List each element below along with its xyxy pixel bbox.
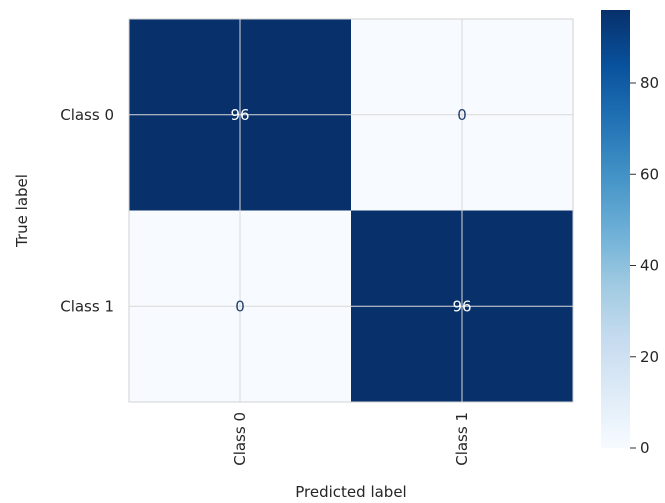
cell-value-r0-c1: 0 (457, 106, 467, 124)
grid-lines (129, 19, 573, 402)
cell-value-r0-c0: 96 (230, 106, 249, 124)
x-axis-label: Predicted label (295, 483, 406, 501)
plot-frame (128, 18, 574, 403)
colorbar-ticks: 0 20 40 60 80 (630, 74, 659, 457)
y-axis-label: True label (13, 174, 31, 248)
x-tick-labels: Class 0 Class 1 (231, 412, 471, 466)
colorbar-tick-label: 60 (640, 165, 659, 183)
cell-value-r1-c1: 96 (452, 297, 471, 315)
colorbar-tick-label: 20 (640, 348, 659, 366)
colorbar-tick-label: 40 (640, 257, 659, 275)
y-tick-label: Class 1 (60, 297, 114, 315)
y-tick-labels: Class 0 Class 1 (60, 106, 114, 316)
y-tick-label: Class 0 (60, 106, 114, 124)
colorbar (601, 10, 630, 448)
cell-value-r1-c0: 0 (235, 297, 245, 315)
x-tick-label: Class 1 (453, 412, 471, 466)
colorbar-tick-label: 0 (640, 439, 650, 457)
colorbar-tick-label: 80 (640, 74, 659, 92)
cell-annotations: 96 0 0 96 (230, 106, 471, 316)
heatmap-cells (129, 19, 573, 402)
x-tick-label: Class 0 (231, 412, 249, 466)
